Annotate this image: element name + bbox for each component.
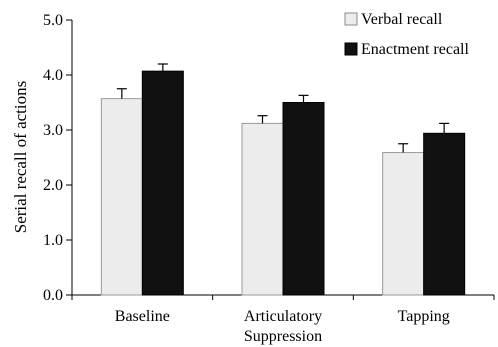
y-tick-label: 1.0 xyxy=(43,232,63,249)
x-tick-label: Suppression xyxy=(244,328,322,345)
bar-enactment xyxy=(282,102,325,296)
y-tick-label: 5.0 xyxy=(43,12,63,29)
error-bars xyxy=(116,63,450,153)
y-tick-label: 4.0 xyxy=(43,67,63,84)
y-ticks: 0.0 1.0 2.0 3.0 4.0 5.0 xyxy=(43,12,72,304)
bar-enactment xyxy=(141,70,184,296)
legend: Verbal recall Enactment recall xyxy=(344,11,469,58)
x-tick-label: Articulatory xyxy=(244,308,322,325)
y-tick-label: 2.0 xyxy=(43,177,63,194)
y-axis-label: Serial recall of actions xyxy=(11,81,30,233)
legend-label: Verbal recall xyxy=(361,11,443,28)
bar-verbal xyxy=(100,98,143,296)
legend-label: Enactment recall xyxy=(361,41,469,58)
x-tick-label: Tapping xyxy=(398,308,450,325)
y-tick-label: 0.0 xyxy=(43,287,63,304)
x-tick-label: Baseline xyxy=(115,308,170,325)
bar-enactment xyxy=(423,132,466,296)
bar-verbal xyxy=(382,152,425,296)
y-tick-label: 3.0 xyxy=(43,122,63,139)
legend-swatch-enactment xyxy=(344,42,358,56)
bar-verbal xyxy=(241,122,284,296)
legend-swatch-verbal xyxy=(344,12,358,26)
x-tick-labels: Baseline Articulatory Suppression Tapping xyxy=(115,308,450,345)
x-ticks xyxy=(71,295,495,300)
plot-area: 0.0 1.0 2.0 3.0 4.0 5.0 Baseline Articulatory S… xyxy=(43,12,495,345)
bars xyxy=(100,70,466,296)
